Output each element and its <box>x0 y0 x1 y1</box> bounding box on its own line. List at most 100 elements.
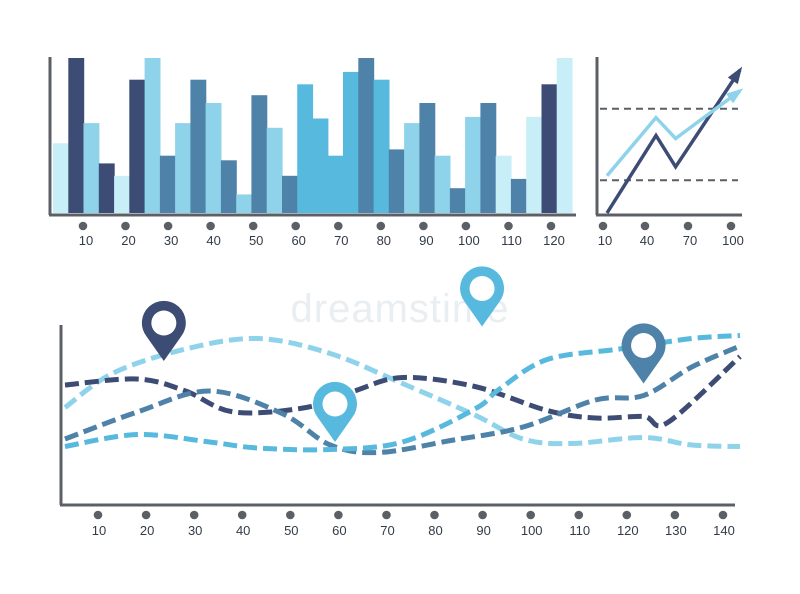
tick-dot-4 <box>248 221 258 231</box>
x-tick-label-8: 90 <box>476 523 490 538</box>
x-tick-label-3: 40 <box>236 523 250 538</box>
tick-dot-8 <box>419 221 428 231</box>
tick-dot-9 <box>526 510 535 520</box>
tick-dot-2 <box>163 221 173 231</box>
map-pin-hole-0 <box>151 310 177 336</box>
x-tick-label-11: 120 <box>543 233 565 248</box>
tick-dot-2 <box>683 221 693 231</box>
map-pin-icon <box>621 323 666 384</box>
x-tick-label-0: 10 <box>92 523 106 538</box>
bar-24 <box>419 103 436 213</box>
bar-6 <box>144 58 161 213</box>
bar-17 <box>312 118 329 213</box>
x-tick-label-12: 130 <box>665 523 687 538</box>
trend-arrowhead-0 <box>727 66 743 85</box>
tick-dot-3 <box>237 510 247 520</box>
x-tick-label-0: 10 <box>79 233 93 248</box>
bar-31 <box>526 116 543 213</box>
tick-dot-1 <box>640 221 650 231</box>
x-tick-label-1: 20 <box>140 523 154 538</box>
trend-line-1 <box>605 89 742 177</box>
bar-11 <box>220 160 237 213</box>
tick-dot-3 <box>206 221 215 231</box>
trend-arrowhead-1 <box>726 88 744 104</box>
tick-dot-4 <box>286 510 295 520</box>
tick-dot-7 <box>430 510 439 520</box>
x-tick-label-10: 110 <box>501 233 522 248</box>
tick-dot-1 <box>121 221 130 231</box>
tick-dot-10 <box>504 221 513 231</box>
bar-27 <box>465 116 481 213</box>
bar-2 <box>83 123 100 213</box>
x-tick-label-6: 70 <box>380 523 394 538</box>
bar-33 <box>556 58 573 213</box>
x-tick-label-2: 30 <box>188 523 202 538</box>
x-tick-label-7: 80 <box>428 523 442 538</box>
bar-5 <box>129 79 146 213</box>
trend-line-0 <box>605 69 742 214</box>
x-tick-label-9: 100 <box>521 523 543 538</box>
tick-dot-5 <box>334 510 343 520</box>
x-tick-label-5: 60 <box>332 523 346 538</box>
bar-20 <box>358 58 375 213</box>
x-tick-label-8: 90 <box>419 233 433 248</box>
bar-19 <box>343 71 359 214</box>
x-tick-label-9: 100 <box>458 233 480 248</box>
bar-16 <box>297 84 314 213</box>
map-pin-hole-1 <box>322 391 348 417</box>
bar-13 <box>251 95 268 213</box>
x-tick-label-0: 10 <box>598 233 612 248</box>
x-tick-label-10: 110 <box>569 523 590 538</box>
bar-26 <box>449 188 466 213</box>
bar-0 <box>53 143 69 214</box>
x-tick-label-11: 120 <box>617 523 639 538</box>
tick-dot-3 <box>726 221 736 231</box>
bar-30 <box>510 178 527 213</box>
tick-dot-11 <box>546 221 556 231</box>
bar-15 <box>282 175 298 213</box>
x-tick-label-1: 20 <box>121 233 135 248</box>
x-tick-label-4: 50 <box>284 523 298 538</box>
bar-25 <box>434 155 451 213</box>
bar-29 <box>495 155 512 213</box>
trend-chart: 10 40 70 100 <box>595 57 744 248</box>
tick-dot-5 <box>291 221 301 231</box>
map-pin-hole-2 <box>469 276 495 301</box>
bar-28 <box>480 103 497 213</box>
map-pin-hole-3 <box>631 333 657 358</box>
bar-21 <box>373 79 390 213</box>
dashed-line-1 <box>64 354 742 429</box>
bar-chart: 10 20 30 40 50 60 70 80 90 100 110 120 <box>48 57 576 248</box>
bar-1 <box>68 58 85 213</box>
map-pin-icon <box>313 381 357 442</box>
dashed-line-chart: 10 20 30 40 50 60 70 80 90 100 110 120 130 140 <box>59 266 742 538</box>
bar-8 <box>175 123 191 213</box>
x-tick-label-7: 80 <box>377 233 391 248</box>
bar-22 <box>388 149 405 213</box>
bar-23 <box>404 123 420 213</box>
bar-9 <box>190 79 207 213</box>
x-tick-label-2: 30 <box>164 233 178 248</box>
bar-3 <box>98 163 115 213</box>
tick-dot-12 <box>670 510 680 520</box>
tick-dot-0 <box>93 510 103 520</box>
tick-dot-11 <box>622 510 632 520</box>
tick-dot-0 <box>598 221 608 231</box>
bar-18 <box>327 155 344 213</box>
x-tick-label-2: 70 <box>683 233 697 248</box>
tick-dot-8 <box>478 510 487 520</box>
tick-dot-9 <box>461 221 471 231</box>
bar-14 <box>266 127 283 214</box>
tick-dot-0 <box>78 221 88 231</box>
bar-7 <box>159 155 176 213</box>
tick-dot-6 <box>382 510 391 520</box>
x-tick-label-6: 70 <box>334 233 348 248</box>
map-pin-icon <box>141 300 186 361</box>
x-tick-label-3: 100 <box>722 233 744 248</box>
bar-4 <box>114 175 130 213</box>
x-tick-label-4: 50 <box>249 233 263 248</box>
tick-dot-10 <box>574 510 584 520</box>
map-pin-icon <box>460 266 505 327</box>
bar-10 <box>205 103 222 213</box>
